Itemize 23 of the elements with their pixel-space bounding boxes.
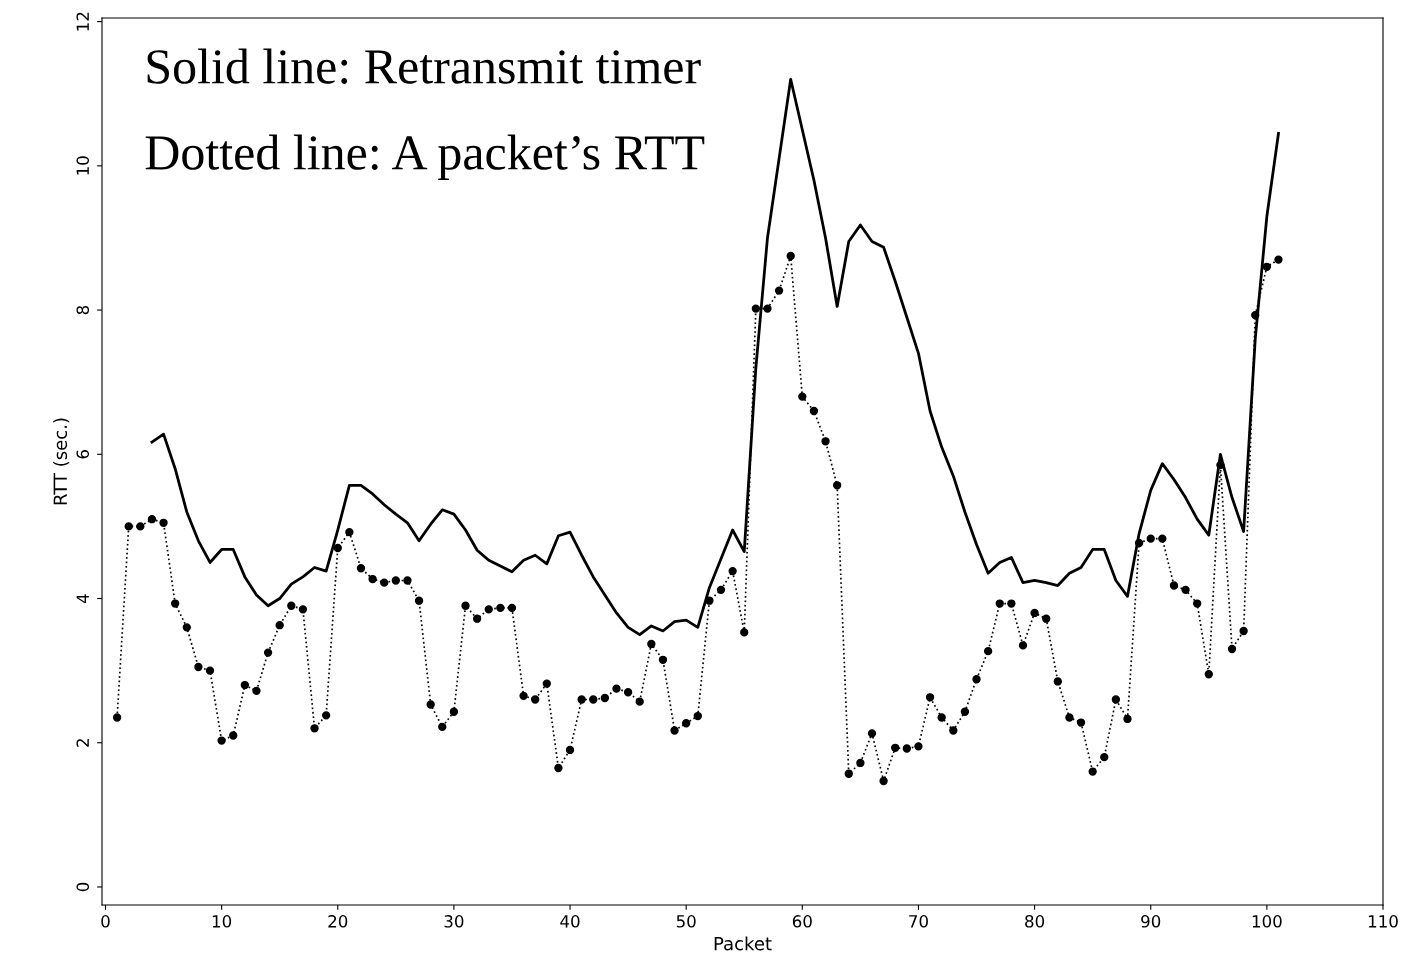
y-tick-label: 4: [76, 594, 89, 603]
x-tick-label: 80: [1025, 915, 1045, 928]
x-tick-label: 100: [1252, 915, 1282, 928]
y-tick-label: 10: [76, 156, 90, 175]
y-tick-label: 8: [76, 305, 90, 315]
x-tick-label: 10: [212, 915, 232, 928]
x-tick-label: 0: [101, 915, 110, 928]
y-tick-label: 6: [76, 450, 90, 459]
x-tick-label: 50: [676, 915, 696, 928]
x-tick-label: 40: [560, 915, 580, 928]
y-axis-title: RTT (sec.): [53, 418, 70, 505]
y-tick-label: 2: [76, 739, 89, 747]
x-tick-label: 110: [1368, 915, 1398, 928]
x-tick-label: 30: [444, 915, 464, 928]
x-axis-title: Packet: [714, 936, 772, 951]
x-tick-label: 20: [328, 915, 348, 928]
x-tick-label: 70: [909, 915, 928, 928]
annotation: Dotted line: A packet’s RTT: [145, 134, 705, 180]
annotation: Solid line: Retransmit timer: [147, 48, 701, 84]
x-tick-label: 60: [792, 915, 812, 928]
y-tick-label: 12: [76, 12, 89, 31]
x-tick-label: 90: [1141, 915, 1161, 928]
y-tick-label: 0: [76, 882, 90, 892]
